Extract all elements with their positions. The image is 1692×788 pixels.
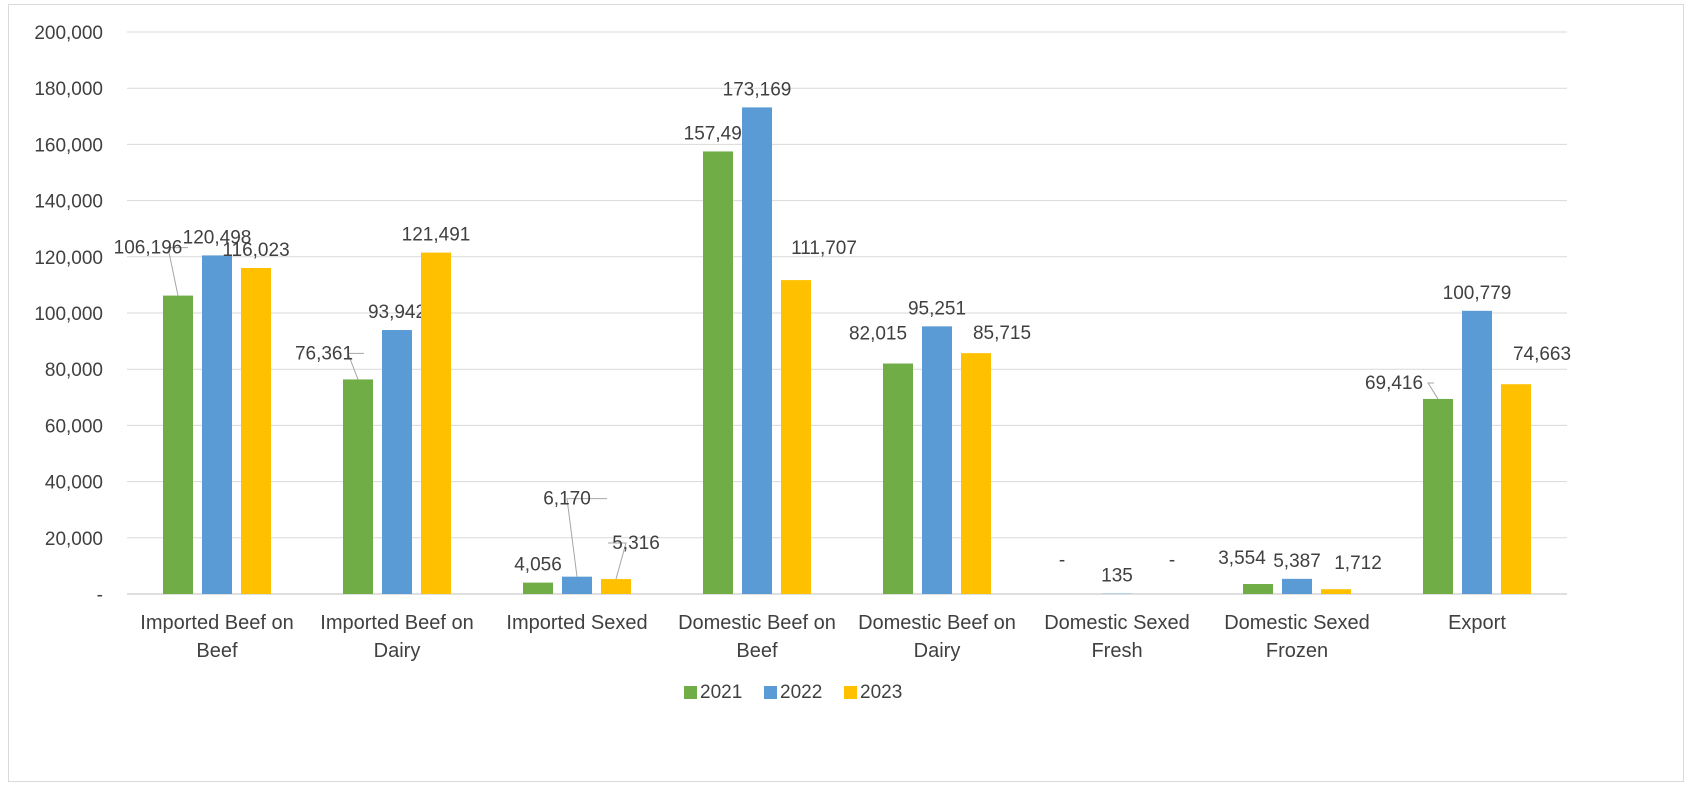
y-tick-label: 60,000 — [45, 416, 103, 437]
legend-label: 2021 — [700, 682, 742, 703]
y-tick-label: 40,000 — [45, 473, 103, 494]
bar-2022 — [922, 326, 952, 594]
bar-2023 — [1321, 589, 1351, 594]
x-category-label: Beef — [196, 640, 238, 662]
x-category-label: Dairy — [914, 640, 961, 662]
bar-2023 — [1501, 384, 1531, 594]
bar-2023 — [241, 267, 271, 594]
legend-swatch-2022 — [764, 686, 777, 699]
bar-2021 — [883, 363, 913, 594]
leader-line — [566, 498, 607, 577]
data-label: 76,361 — [295, 343, 353, 364]
data-label: - — [1059, 550, 1065, 571]
data-label: 69,416 — [1365, 373, 1423, 394]
legend-label: 2023 — [860, 682, 902, 703]
bar-2022 — [382, 330, 412, 594]
legend-label: 2022 — [780, 682, 822, 703]
x-category-label: Dairy — [374, 640, 421, 662]
x-category-label: Domestic Beef on — [678, 612, 836, 634]
y-tick-label: 180,000 — [34, 79, 103, 100]
data-label: 100,779 — [1443, 283, 1512, 304]
leader-line — [347, 352, 364, 380]
x-category-label: Domestic Sexed — [1224, 612, 1370, 634]
x-category-label: Imported Sexed — [506, 612, 647, 634]
data-label: 93,942 — [368, 302, 426, 323]
chart-frame: - 20,000 40,000 60,000 80,000 100,000 120,000 1… — [8, 4, 1684, 782]
y-tick-label: 200,000 — [34, 23, 103, 44]
data-label: 74,663 — [1513, 344, 1571, 365]
x-category-label: Beef — [736, 640, 778, 662]
y-tick-label: 160,000 — [34, 135, 103, 156]
y-tick-label: 140,000 — [34, 192, 103, 213]
data-label: 95,251 — [908, 298, 966, 319]
y-tick-label: 20,000 — [45, 529, 103, 550]
x-category-label: Domestic Sexed — [1044, 612, 1190, 634]
bar-2021 — [703, 151, 733, 594]
y-tick-label: 120,000 — [34, 248, 103, 269]
data-label: 173,169 — [723, 79, 792, 100]
y-tick-label: 80,000 — [45, 360, 103, 381]
data-label: 4,056 — [514, 555, 562, 576]
bar-2021 — [163, 295, 193, 594]
bar-2023 — [781, 280, 811, 594]
bar-2021 — [343, 379, 373, 594]
leader-line — [1427, 382, 1439, 400]
x-category-label: Imported Beef on — [140, 612, 293, 634]
x-category-label: Fresh — [1091, 640, 1142, 662]
data-label: 5,316 — [612, 533, 660, 554]
data-label: 135 — [1101, 566, 1133, 587]
legend-swatch-2023 — [844, 686, 857, 699]
data-label: 120,498 — [183, 227, 252, 248]
x-category-label: Export — [1448, 612, 1506, 634]
bar-2021 — [523, 582, 553, 594]
data-label: 1,712 — [1334, 553, 1382, 574]
bar-2022 — [562, 576, 592, 594]
data-label: 157,493 — [684, 123, 753, 144]
leader-line — [167, 247, 188, 296]
bar-2023 — [421, 252, 451, 594]
data-label: 82,015 — [849, 324, 907, 345]
bar-chart: - 20,000 40,000 60,000 80,000 100,000 120,000 1… — [34, 23, 1571, 703]
data-label: 106,196 — [114, 238, 183, 259]
bar-2021 — [1423, 398, 1453, 594]
x-category-label: Frozen — [1266, 640, 1328, 662]
bar-2022 — [202, 255, 232, 594]
leader-line — [608, 542, 627, 580]
bar-2022 — [1462, 310, 1492, 594]
data-label: 121,491 — [402, 225, 471, 246]
bar-2022 — [742, 107, 772, 594]
y-tick-label: - — [97, 585, 103, 606]
data-label: 85,715 — [973, 323, 1031, 344]
bar-2023 — [961, 353, 991, 594]
bar-2023 — [601, 579, 631, 594]
bar-2022 — [1282, 578, 1312, 594]
data-label: - — [1169, 550, 1175, 571]
data-label: 111,707 — [791, 238, 857, 259]
data-label: 3,554 — [1218, 548, 1266, 569]
bar-2021 — [1243, 584, 1273, 594]
x-category-label: Imported Beef on — [320, 612, 473, 634]
x-category-label: Domestic Beef on — [858, 612, 1016, 634]
data-label: 116,023 — [222, 240, 289, 261]
y-tick-label: 100,000 — [34, 304, 103, 325]
data-label: 6,170 — [543, 489, 591, 510]
data-label: 5,387 — [1273, 551, 1321, 572]
legend-swatch-2021 — [684, 686, 697, 699]
